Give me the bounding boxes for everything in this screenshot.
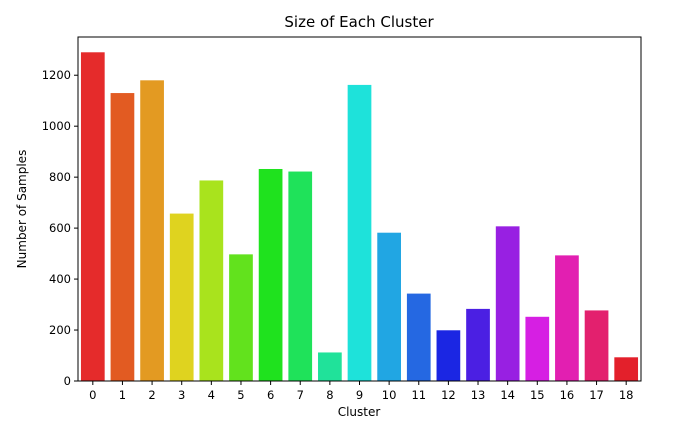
- bar-cluster-17: [584, 310, 609, 381]
- bar-cluster-6: [258, 168, 283, 381]
- x-tick-label: 11: [411, 388, 426, 402]
- bar-cluster-8: [318, 352, 342, 381]
- x-tick-label: 6: [267, 388, 274, 402]
- bar-cluster-10: [377, 232, 401, 381]
- x-tick-label: 17: [589, 388, 604, 402]
- x-tick-label: 1: [119, 388, 126, 402]
- x-tick-label: 15: [530, 388, 545, 402]
- y-axis-ticks: 0 200 400 600 800 1000 1200: [42, 68, 78, 388]
- x-tick-label: 14: [500, 388, 515, 402]
- plot-area-frame: [77, 36, 642, 382]
- bar-cluster-11: [406, 293, 431, 381]
- bar-cluster-4: [199, 180, 224, 381]
- bars-group: [80, 52, 639, 381]
- y-tick-label: 0: [64, 374, 71, 388]
- y-tick-label: 1200: [42, 68, 71, 82]
- x-tick-label: 0: [89, 388, 96, 402]
- y-tick-label: 600: [49, 221, 71, 235]
- y-tick-label: 1000: [42, 119, 71, 133]
- chart-title: Size of Each Cluster: [284, 13, 434, 31]
- x-tick-label: 5: [237, 388, 244, 402]
- bar-cluster-9: [347, 84, 372, 381]
- x-tick-label: 7: [297, 388, 304, 402]
- bar-cluster-15: [525, 316, 550, 381]
- bar-cluster-16: [555, 255, 579, 381]
- y-tick-label: 800: [49, 170, 71, 184]
- x-tick-label: 10: [382, 388, 397, 402]
- bar-cluster-7: [288, 171, 313, 381]
- x-axis-ticks: 0 1 2 3 4 5 6 7 8 9 10 11 12 13 14 15 16 17 18: [89, 381, 634, 402]
- x-tick-label: 12: [441, 388, 456, 402]
- bar-cluster-2: [140, 80, 164, 381]
- y-tick-label: 400: [49, 272, 71, 286]
- x-tick-label: 16: [560, 388, 575, 402]
- bar-cluster-1: [110, 93, 135, 381]
- x-tick-label: 9: [356, 388, 363, 402]
- bar-cluster-3: [169, 213, 194, 381]
- x-tick-label: 18: [619, 388, 634, 402]
- bar-cluster-18: [614, 357, 639, 381]
- bar-cluster-12: [436, 330, 461, 381]
- x-axis-label: Cluster: [338, 405, 381, 419]
- x-tick-label: 8: [326, 388, 333, 402]
- bar-cluster-14: [495, 226, 520, 381]
- x-tick-label: 2: [148, 388, 155, 402]
- y-tick-label: 200: [49, 323, 71, 337]
- bar-cluster-0: [80, 52, 105, 381]
- bar-cluster-13: [466, 308, 490, 381]
- x-tick-label: 13: [471, 388, 486, 402]
- bar-cluster-5: [229, 254, 253, 381]
- y-axis-label: Number of Samples: [15, 150, 29, 269]
- x-tick-label: 4: [208, 388, 215, 402]
- x-tick-label: 3: [178, 388, 185, 402]
